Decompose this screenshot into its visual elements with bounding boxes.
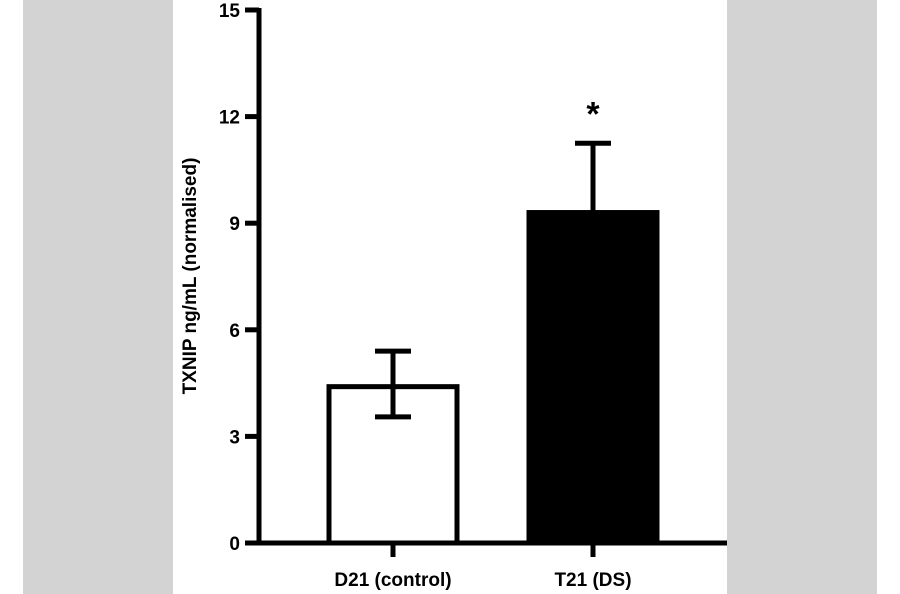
- x-category-label-0: D21 (control): [334, 570, 451, 591]
- y-tick-label-9: 9: [229, 214, 240, 235]
- right-background-band: [727, 0, 877, 594]
- y-tick-label-6: 6: [229, 321, 240, 342]
- y-tick-label-12: 12: [219, 108, 240, 129]
- x-category-label-1: T21 (DS): [554, 570, 631, 591]
- significance-asterisk: *: [586, 95, 600, 133]
- left-background-band: [23, 0, 173, 594]
- y-tick-label-3: 3: [229, 427, 240, 448]
- y-axis-title: TXNIP ng/mL (normalised): [180, 158, 201, 395]
- bar-t21-ds: [526, 210, 660, 546]
- y-tick-label-0: 0: [229, 534, 240, 555]
- y-tick-label-15: 15: [219, 1, 241, 22]
